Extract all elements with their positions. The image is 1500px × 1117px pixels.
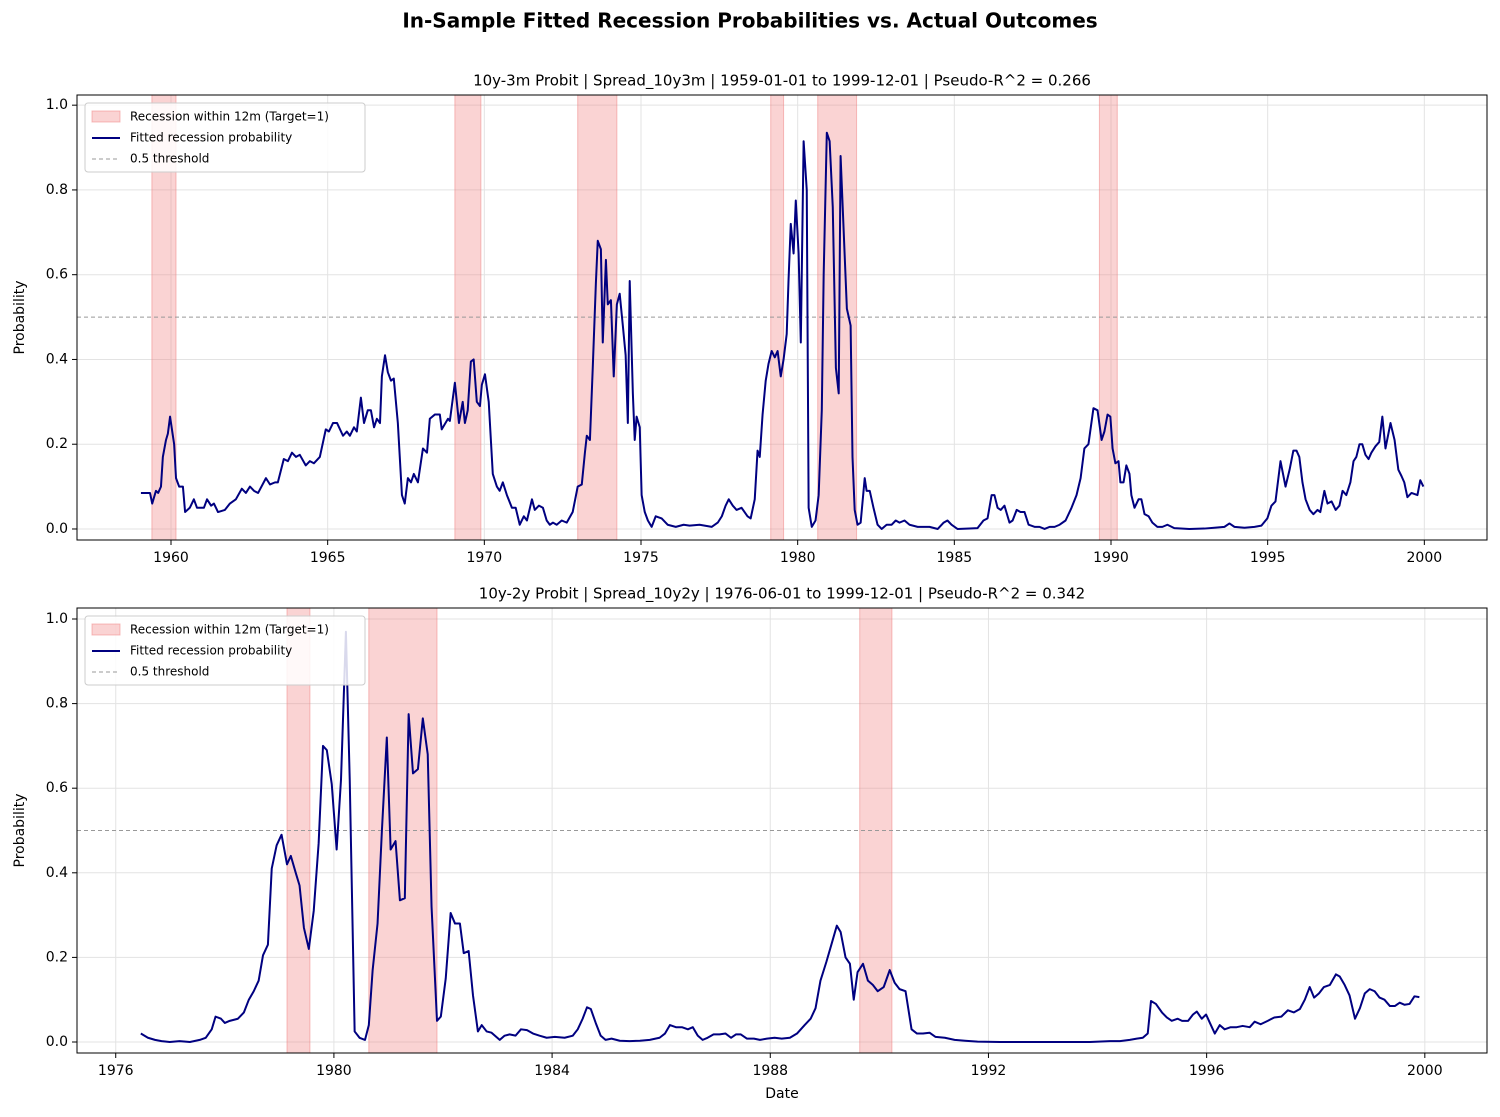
x-tick-label: 1996 [1189, 1063, 1225, 1079]
x-tick-label: 1970 [467, 550, 503, 566]
x-tick-label: 1980 [780, 550, 816, 566]
y-tick-label: 0.6 [46, 267, 68, 283]
y-tick-label: 0.4 [46, 865, 68, 881]
legend-label: 0.5 threshold [130, 152, 209, 166]
y-axis-label: Probability [12, 793, 28, 867]
legend-swatch [91, 623, 121, 636]
y-tick-label: 0.8 [46, 696, 68, 712]
y-tick-label: 0.8 [46, 182, 68, 198]
x-tick-label: 1988 [752, 1063, 788, 1079]
x-tick-label: 1960 [153, 550, 189, 566]
x-tick-label: 1995 [1250, 550, 1286, 566]
y-tick-label: 0.6 [46, 780, 68, 796]
legend-box [84, 102, 366, 173]
x-tick-label: 1965 [310, 550, 346, 566]
x-axis-label: Date [765, 1086, 798, 1102]
x-tick-label: 2000 [1407, 550, 1443, 566]
probability-line [140, 630, 1420, 1043]
x-tick-label: 1976 [98, 1063, 134, 1079]
x-tick-label: 1984 [534, 1063, 570, 1079]
legend-swatch [91, 110, 121, 123]
y-tick-label: 0.0 [46, 1034, 68, 1050]
plot-area [77, 95, 1487, 540]
legend-label: Fitted recession probability [130, 131, 292, 145]
y-tick-label: 0.4 [46, 351, 68, 367]
probability-line [140, 131, 1425, 530]
x-tick-label: 2000 [1407, 1063, 1443, 1079]
figure-title: In-Sample Fitted Recession Probabilities… [402, 9, 1097, 33]
legend-box [84, 615, 366, 686]
plot-area [77, 608, 1487, 1053]
y-tick-label: 1.0 [46, 611, 68, 627]
y-axis-label: Probability [12, 280, 28, 354]
legend-label: Recession within 12m (Target=1) [130, 623, 329, 637]
legend-label: 0.5 threshold [130, 665, 209, 679]
x-tick-label: 1975 [623, 550, 659, 566]
x-tick-label: 1985 [937, 550, 973, 566]
axes-frame [76, 94, 1488, 541]
legend-label: Recession within 12m (Target=1) [130, 110, 329, 124]
subplot-title: 10y-2y Probit | Spread_10y2y | 1976-06-0… [479, 585, 1085, 604]
x-tick-label: 1980 [316, 1063, 352, 1079]
x-tick-label: 1992 [971, 1063, 1007, 1079]
x-tick-label: 1990 [1093, 550, 1129, 566]
y-tick-label: 0.2 [46, 436, 68, 452]
y-tick-label: 1.0 [46, 97, 68, 113]
subplot-title: 10y-3m Probit | Spread_10y3m | 1959-01-0… [473, 72, 1091, 91]
y-tick-label: 0.0 [46, 521, 68, 537]
axes-frame [76, 607, 1488, 1054]
legend-label: Fitted recession probability [130, 644, 292, 658]
y-tick-label: 0.2 [46, 949, 68, 965]
